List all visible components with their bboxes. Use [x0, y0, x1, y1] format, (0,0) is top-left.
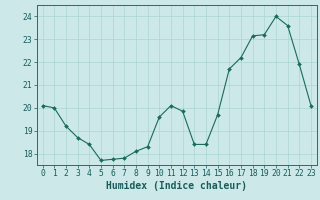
- X-axis label: Humidex (Indice chaleur): Humidex (Indice chaleur): [106, 181, 247, 191]
